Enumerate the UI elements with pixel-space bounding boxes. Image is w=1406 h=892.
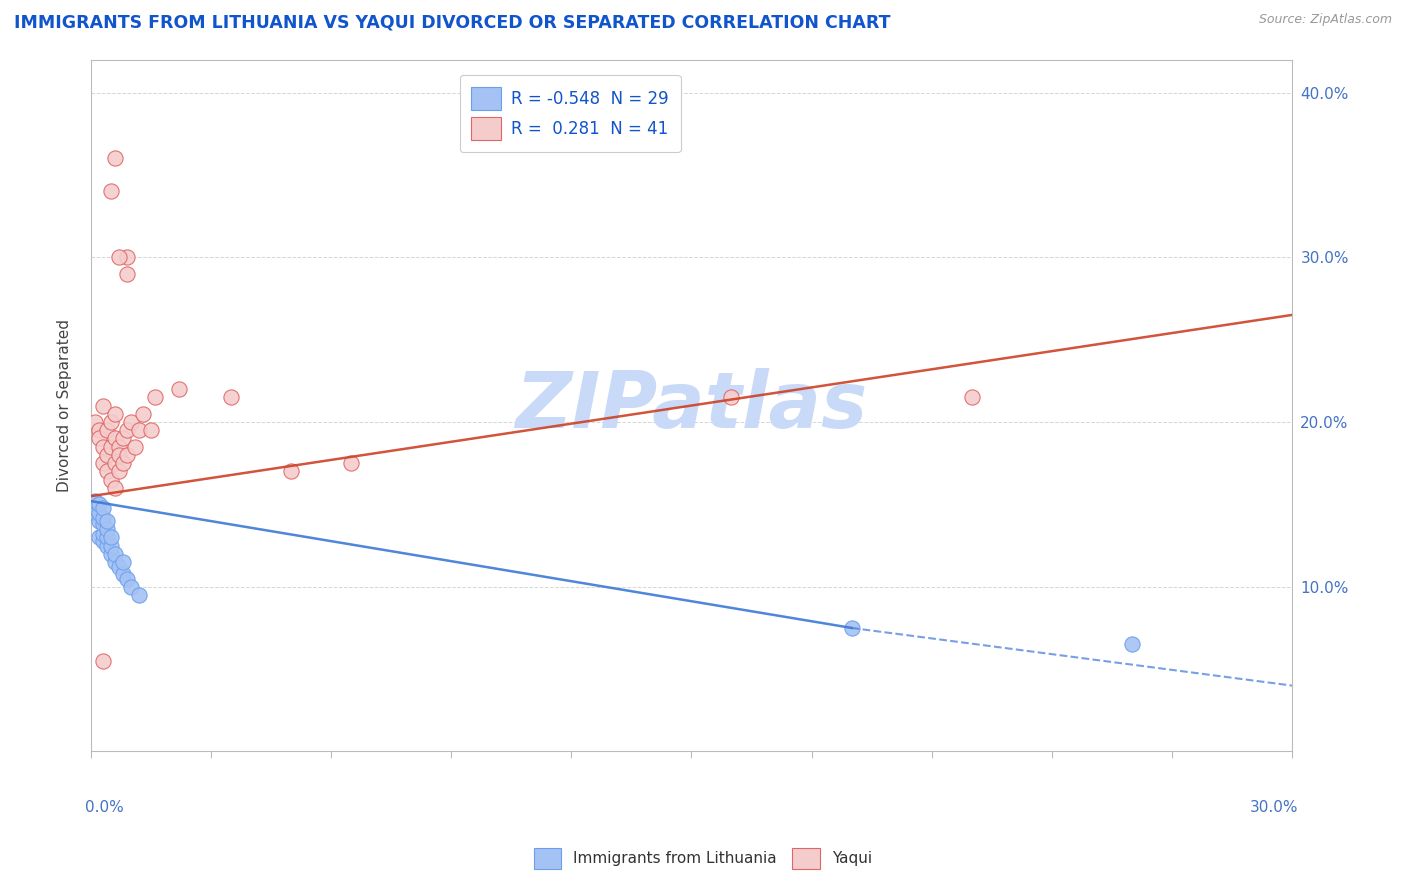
- Point: [115, 250, 138, 264]
- Point: [111, 456, 134, 470]
- Point: [104, 152, 127, 166]
- Point: [100, 473, 122, 487]
- Point: [91, 440, 114, 454]
- Point: [960, 390, 983, 404]
- Point: [280, 465, 302, 479]
- Text: IMMIGRANTS FROM LITHUANIA VS YAQUI DIVORCED OR SEPARATED CORRELATION CHART: IMMIGRANTS FROM LITHUANIA VS YAQUI DIVOR…: [14, 13, 890, 31]
- Text: ZIPatlas: ZIPatlas: [516, 368, 868, 443]
- Point: [100, 547, 122, 561]
- Point: [104, 456, 127, 470]
- Point: [108, 440, 131, 454]
- Point: [841, 621, 863, 635]
- Point: [100, 440, 122, 454]
- Point: [167, 382, 190, 396]
- Point: [96, 530, 118, 544]
- Point: [87, 423, 110, 437]
- Point: [87, 530, 110, 544]
- Point: [91, 654, 114, 668]
- Point: [96, 539, 118, 553]
- Point: [87, 432, 110, 446]
- Point: [91, 510, 114, 524]
- Point: [87, 497, 110, 511]
- Point: [104, 407, 127, 421]
- Point: [91, 527, 114, 541]
- Point: [111, 555, 134, 569]
- Point: [96, 448, 118, 462]
- Point: [115, 572, 138, 586]
- Point: [104, 432, 127, 446]
- Point: [108, 560, 131, 574]
- Point: [720, 390, 742, 404]
- Point: [91, 456, 114, 470]
- Y-axis label: Divorced or Separated: Divorced or Separated: [58, 319, 72, 492]
- Point: [84, 500, 107, 515]
- Point: [108, 250, 131, 264]
- Point: [120, 580, 142, 594]
- Point: [1121, 637, 1143, 651]
- Legend: Immigrants from Lithuania, Yaqui: Immigrants from Lithuania, Yaqui: [527, 841, 879, 875]
- Point: [219, 390, 242, 404]
- Point: [96, 465, 118, 479]
- Point: [87, 506, 110, 520]
- Point: [124, 440, 146, 454]
- Point: [100, 185, 122, 199]
- Point: [128, 588, 150, 602]
- Point: [87, 514, 110, 528]
- Point: [100, 539, 122, 553]
- Point: [96, 514, 118, 528]
- Point: [128, 423, 150, 437]
- Point: [120, 415, 142, 429]
- Point: [143, 390, 166, 404]
- Text: 30.0%: 30.0%: [1250, 800, 1298, 815]
- Point: [84, 506, 107, 520]
- Point: [104, 547, 127, 561]
- Point: [104, 555, 127, 569]
- Point: [115, 267, 138, 281]
- Point: [115, 448, 138, 462]
- Point: [91, 399, 114, 413]
- Point: [96, 423, 118, 437]
- Point: [100, 415, 122, 429]
- Point: [100, 530, 122, 544]
- Point: [104, 481, 127, 495]
- Point: [108, 465, 131, 479]
- Point: [91, 533, 114, 548]
- Point: [91, 500, 114, 515]
- Point: [132, 407, 155, 421]
- Point: [91, 517, 114, 532]
- Legend: R = -0.548  N = 29, R =  0.281  N = 41: R = -0.548 N = 29, R = 0.281 N = 41: [460, 75, 681, 152]
- Point: [139, 423, 162, 437]
- Text: Source: ZipAtlas.com: Source: ZipAtlas.com: [1258, 13, 1392, 27]
- Point: [84, 494, 107, 508]
- Point: [111, 566, 134, 581]
- Point: [108, 448, 131, 462]
- Point: [111, 432, 134, 446]
- Point: [96, 522, 118, 536]
- Point: [115, 423, 138, 437]
- Point: [340, 456, 363, 470]
- Text: 0.0%: 0.0%: [84, 800, 124, 815]
- Point: [84, 415, 107, 429]
